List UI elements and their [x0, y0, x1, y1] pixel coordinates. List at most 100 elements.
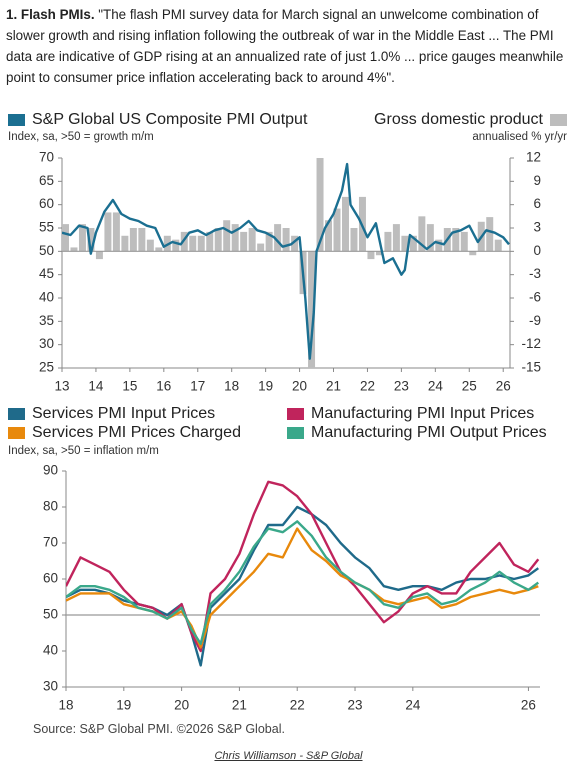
legend-swatch — [287, 408, 304, 420]
gdp-bar — [282, 228, 290, 252]
credit-link[interactable]: Chris Williamson - S&P Global — [214, 750, 363, 762]
gdp-bar — [240, 231, 248, 252]
gdp-bar — [375, 251, 383, 256]
x-tick-label: 19 — [258, 379, 273, 394]
legend-label: Gross domestic product — [374, 111, 544, 128]
gdp-bar — [78, 224, 86, 252]
gdp-bar — [87, 228, 95, 252]
y-tick-label: 40 — [43, 643, 58, 658]
legend-swatch — [287, 427, 304, 439]
gdp-bar — [231, 224, 239, 252]
series-line — [62, 162, 510, 360]
x-tick-label: 20 — [292, 379, 307, 394]
y-tick-label: 40 — [39, 290, 54, 305]
legend-label: Manufacturing PMI Input Prices — [311, 405, 534, 422]
x-tick-label: 24 — [405, 698, 421, 713]
x-tick-label: 23 — [394, 379, 409, 394]
gdp-bar — [62, 224, 69, 252]
gdp-bar — [189, 235, 197, 252]
gdp-bar — [460, 231, 468, 252]
series-line — [66, 505, 540, 667]
y-tick-label: 60 — [43, 571, 58, 586]
legend-swatch — [8, 427, 25, 439]
y-tick-label: 25 — [39, 360, 54, 375]
source: Source: S&P Global PMI. ©2026 S&P Global… — [33, 722, 285, 736]
y2-tick-label: 6 — [533, 196, 541, 211]
gdp-bar — [333, 208, 341, 252]
y2-tick-label: -9 — [529, 313, 541, 328]
x-tick-label: 20 — [174, 698, 189, 713]
x-tick-label: 13 — [54, 379, 69, 394]
y2-tick-label: 0 — [533, 243, 541, 258]
gdp-bar — [104, 212, 112, 252]
gdp-bar — [129, 228, 137, 252]
gdp-bar — [418, 216, 426, 252]
gdp-bar — [291, 235, 299, 252]
y-tick-label: 70 — [39, 150, 54, 165]
series-line — [66, 480, 540, 653]
y-tick-label: 50 — [43, 607, 58, 622]
gdp-bar — [121, 235, 129, 252]
gdp-bar — [367, 251, 375, 260]
x-tick-label: 18 — [58, 698, 73, 713]
header-text: "The flash PMI survey data for March sig… — [6, 7, 564, 85]
gdp-bar — [206, 231, 214, 252]
y-tick-label: 55 — [39, 220, 54, 235]
gdp-bar — [146, 239, 154, 252]
y-tick-label: 60 — [39, 196, 54, 211]
y-tick-label: 65 — [39, 173, 54, 188]
x-tick-label: 22 — [290, 698, 305, 713]
gdp-bar — [494, 239, 502, 252]
y2-label: annualised % yr/yr — [472, 131, 567, 143]
legend-label: Services PMI Prices Charged — [32, 424, 241, 441]
plot-area — [66, 480, 540, 667]
gdp-bar — [180, 231, 188, 252]
y2-tick-label: -15 — [521, 360, 541, 375]
x-tick-label: 14 — [88, 379, 104, 394]
gdp-bar — [214, 228, 222, 252]
gdp-bar — [248, 228, 256, 252]
y-tick-label: 45 — [39, 266, 54, 281]
gdp-bar — [486, 217, 494, 252]
subtitle: Index, sa, >50 = growth m/m — [8, 131, 154, 143]
gdp-bar — [342, 196, 349, 252]
x-tick-label: 17 — [190, 379, 205, 394]
series-line — [66, 520, 540, 645]
gdp-bar — [274, 224, 282, 252]
x-tick-label: 22 — [360, 379, 375, 394]
gdp-bar — [409, 235, 417, 252]
header-lead: 1. Flash PMIs. — [6, 7, 95, 22]
x-tick-label: 18 — [224, 379, 239, 394]
x-tick-label: 25 — [462, 379, 477, 394]
x-tick-label: 23 — [348, 698, 363, 713]
y2-tick-label: -12 — [521, 336, 541, 351]
legend-swatch — [550, 114, 567, 126]
gdp-bar — [325, 220, 333, 252]
y-tick-label: 90 — [43, 463, 58, 478]
gdp-bar — [197, 235, 205, 252]
gdp-bar — [265, 231, 273, 252]
x-tick-label: 21 — [326, 379, 341, 394]
y-tick-label: 50 — [39, 243, 54, 258]
gdp-bar — [401, 235, 409, 252]
subtitle: Index, sa, >50 = inflation m/m — [8, 445, 159, 457]
x-tick-label: 24 — [428, 379, 444, 394]
gdp-bar — [392, 224, 400, 252]
y-tick-label: 70 — [43, 535, 58, 550]
y2-tick-label: 9 — [533, 173, 541, 188]
legend-swatch — [8, 114, 25, 126]
plot-area — [62, 158, 510, 368]
gdp-bar — [384, 231, 392, 252]
gdp-bar — [112, 212, 120, 252]
y-tick-label: 80 — [43, 499, 58, 514]
series-line — [66, 527, 539, 649]
y-tick-label: 30 — [43, 679, 58, 694]
x-tick-label: 26 — [496, 379, 511, 394]
gdp-bar — [95, 251, 103, 260]
gdp-bar — [308, 251, 316, 368]
gdp-bar — [172, 239, 180, 252]
gdp-bar — [469, 251, 477, 256]
y2-tick-label: -3 — [529, 266, 541, 281]
